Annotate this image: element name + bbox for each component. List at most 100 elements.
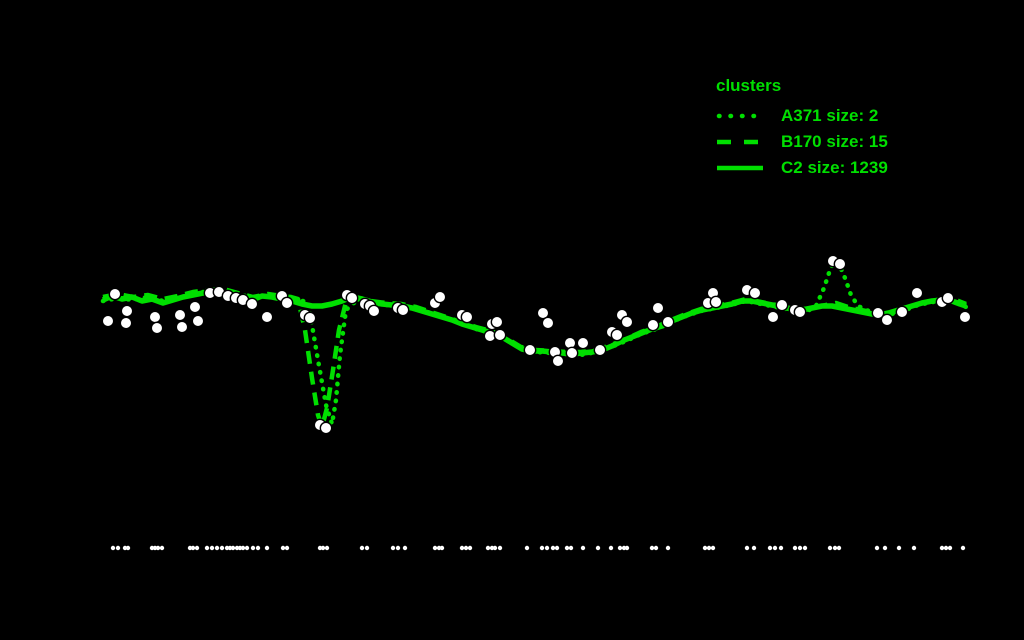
rug-point <box>665 545 671 551</box>
rug-point <box>649 545 655 551</box>
legend-item-b170: B170 size: 15 <box>716 129 888 155</box>
data-point-marker <box>108 287 122 301</box>
data-point-marker <box>709 295 723 309</box>
rug-point <box>624 545 630 551</box>
rug-point <box>896 545 902 551</box>
rug-point <box>214 545 220 551</box>
rug-point <box>550 545 556 551</box>
rug-point <box>836 545 842 551</box>
data-point-marker <box>541 316 555 330</box>
data-point-marker <box>576 336 590 350</box>
data-point-marker <box>895 305 909 319</box>
rug-point <box>617 545 623 551</box>
data-point-marker <box>101 314 115 328</box>
data-point-marker <box>319 421 333 435</box>
rug-point <box>264 545 270 551</box>
dotted-line-key-icon <box>716 113 764 119</box>
data-point-marker <box>490 315 504 329</box>
rug-point <box>767 545 773 551</box>
data-point-marker <box>173 308 187 322</box>
data-point-marker <box>396 303 410 317</box>
rug-point <box>595 545 601 551</box>
data-point-marker <box>651 301 665 315</box>
rug-point <box>751 545 757 551</box>
rug-point <box>947 545 953 551</box>
data-point-marker <box>460 310 474 324</box>
rug-point <box>802 545 808 551</box>
data-point-marker <box>593 343 607 357</box>
rug-point <box>390 545 396 551</box>
rug-point <box>568 545 574 551</box>
rug-point <box>432 545 438 551</box>
rug-point <box>115 545 121 551</box>
rug-point <box>608 545 614 551</box>
data-point-marker <box>280 296 294 310</box>
rug-point <box>250 545 256 551</box>
rug-point <box>190 545 196 551</box>
rug-point <box>939 545 945 551</box>
data-point-marker <box>175 320 189 334</box>
rug-point <box>284 545 290 551</box>
rug-point <box>244 545 250 551</box>
data-point-marker <box>646 318 660 332</box>
rug-point <box>364 545 370 551</box>
legend-item-label: B170 size: 15 <box>781 132 888 151</box>
data-point-marker <box>565 346 579 360</box>
data-point-marker <box>766 310 780 324</box>
rug-point <box>544 545 550 551</box>
rug-point <box>580 545 586 551</box>
data-point-marker <box>188 300 202 314</box>
rug-point <box>459 545 465 551</box>
rug-point <box>110 545 116 551</box>
rug-point <box>230 545 236 551</box>
rug-point <box>359 545 365 551</box>
rug-point <box>778 545 784 551</box>
data-point-marker <box>748 286 762 300</box>
data-point-marker <box>191 314 205 328</box>
rug-point <box>554 545 560 551</box>
rug-point <box>125 545 131 551</box>
dashed-line-key-icon <box>717 139 763 145</box>
data-point-marker <box>367 304 381 318</box>
rug-point <box>280 545 286 551</box>
data-point-marker <box>793 305 807 319</box>
rug-point <box>402 545 408 551</box>
legend-item-label: A371 size: 2 <box>781 106 879 125</box>
data-point-marker <box>661 315 675 329</box>
data-point-marker <box>941 291 955 305</box>
rug-point <box>960 545 966 551</box>
data-point-marker <box>551 354 565 368</box>
data-point-marker <box>245 297 259 311</box>
data-point-marker <box>493 328 507 342</box>
rug-point <box>159 545 165 551</box>
rug-point <box>395 545 401 551</box>
data-point-marker <box>958 310 972 324</box>
rug-point <box>943 545 949 551</box>
data-point-marker <box>523 343 537 357</box>
data-point-marker <box>833 257 847 271</box>
data-point-marker <box>260 310 274 324</box>
rug-point <box>155 545 161 551</box>
rug-point <box>255 545 261 551</box>
rug-point <box>240 545 246 551</box>
legend-item-c2: C2 size: 1239 <box>716 155 888 181</box>
data-point-marker <box>150 321 164 335</box>
rug-point <box>882 545 888 551</box>
rug-point <box>706 545 712 551</box>
rug-point <box>911 545 917 551</box>
rug-point <box>564 545 570 551</box>
data-point-marker <box>536 306 550 320</box>
rug-point <box>710 545 716 551</box>
rug-point <box>320 545 326 551</box>
data-point-marker <box>345 291 359 305</box>
solid-line-key-icon <box>717 165 763 171</box>
data-point-marker <box>880 313 894 327</box>
legend-item-a371: A371 size: 2 <box>716 103 888 129</box>
rug-point <box>797 545 803 551</box>
rug-point <box>702 545 708 551</box>
rug-point <box>324 545 330 551</box>
rug-point <box>204 545 210 551</box>
rug-point <box>539 545 545 551</box>
